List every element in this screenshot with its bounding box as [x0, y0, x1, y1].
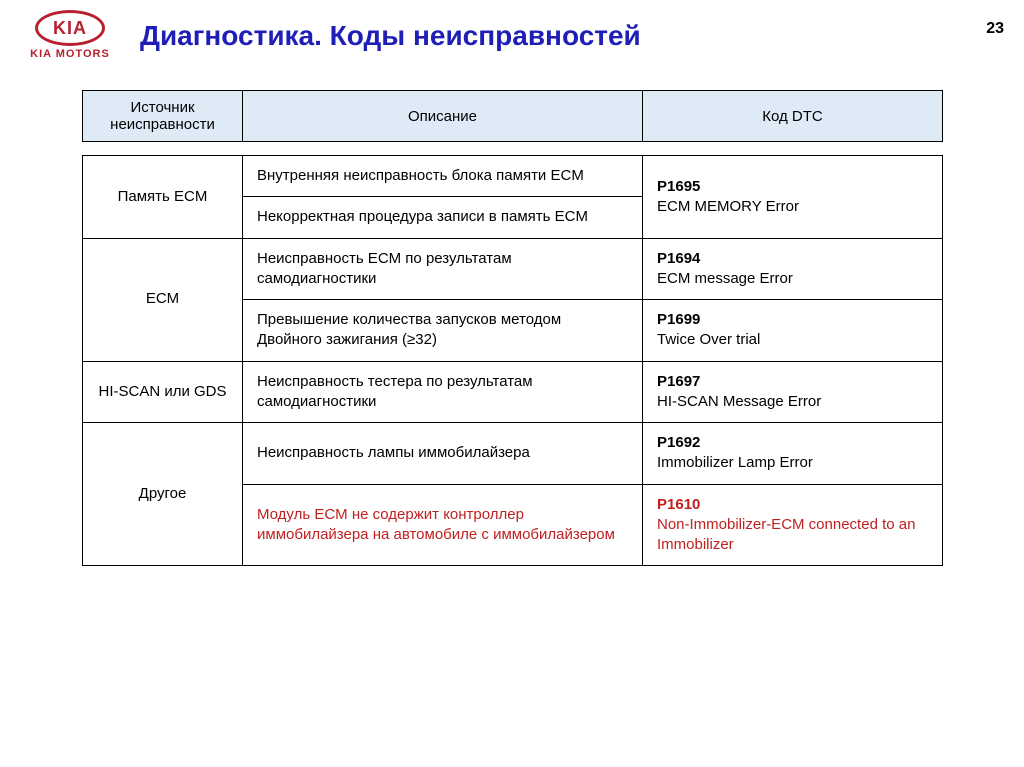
dtc-cell: P1699 Twice Over trial	[643, 300, 943, 362]
source-cell: ECM	[83, 238, 243, 361]
dtc-code: P1692	[657, 434, 700, 451]
dtc-cell: P1694 ECM message Error	[643, 238, 943, 300]
dtc-code: P1610	[657, 496, 700, 513]
table-row: HI-SCAN или GDS Неисправность тестера по…	[83, 361, 943, 423]
desc-cell: Превышение количества запусков методом Д…	[243, 300, 643, 362]
kia-logo-oval: KIA	[35, 10, 105, 46]
dtc-cell: P1610 Non-Immobilizer-ECM connected to a…	[643, 484, 943, 566]
dtc-table-container: Источник неисправности Описание Код DTC …	[82, 90, 942, 566]
col-source: Источник неисправности	[83, 91, 243, 142]
page-number: 23	[986, 20, 1004, 38]
dtc-cell: P1697 HI-SCAN Message Error	[643, 361, 943, 423]
col-dtc: Код DTC	[643, 91, 943, 142]
dtc-table-head: Источник неисправности Описание Код DTC	[83, 91, 943, 142]
table-row: Другое Неисправность лампы иммобилайзера…	[83, 423, 943, 485]
dtc-label: Immobilizer Lamp Error	[657, 454, 813, 471]
slide-header: KIA KIA MOTORS Диагностика. Коды неиспра…	[0, 0, 1024, 60]
desc-cell: Неисправность тестера по результатам сам…	[243, 361, 643, 423]
kia-logo: KIA KIA MOTORS	[20, 10, 120, 60]
dtc-table: Источник неисправности Описание Код DTC …	[82, 90, 943, 566]
dtc-label: Twice Over trial	[657, 331, 760, 348]
dtc-label: HI-SCAN Message Error	[657, 393, 821, 410]
dtc-label: ECM message Error	[657, 270, 793, 287]
dtc-code: P1694	[657, 250, 700, 267]
table-row: Память ECM Внутренняя неисправность блок…	[83, 156, 943, 197]
dtc-table-body: Память ECM Внутренняя неисправность блок…	[83, 142, 943, 566]
dtc-code: P1697	[657, 373, 700, 390]
dtc-label: Non-Immobilizer-ECM connected to an Immo…	[657, 516, 915, 553]
kia-logo-text: KIA MOTORS	[30, 48, 110, 60]
desc-cell: Некорректная процедура записи в память E…	[243, 197, 643, 238]
desc-cell: Внутренняя неисправность блока памяти EC…	[243, 156, 643, 197]
dtc-code: P1699	[657, 311, 700, 328]
source-cell: HI-SCAN или GDS	[83, 361, 243, 423]
col-desc: Описание	[243, 91, 643, 142]
dtc-cell: P1695 ECM MEMORY Error	[643, 156, 943, 239]
page-title: Диагностика. Коды неисправностей	[140, 20, 986, 52]
source-cell: Память ECM	[83, 156, 243, 239]
table-row: ECM Неисправность ECM по результатам сам…	[83, 238, 943, 300]
desc-cell: Неисправность лампы иммобилайзера	[243, 423, 643, 485]
desc-cell: Модуль ECM не содержит контроллер иммоби…	[243, 484, 643, 566]
dtc-cell: P1692 Immobilizer Lamp Error	[643, 423, 943, 485]
desc-cell: Неисправность ECM по результатам самодиа…	[243, 238, 643, 300]
dtc-label: ECM MEMORY Error	[657, 198, 799, 215]
dtc-code: P1695	[657, 178, 700, 195]
source-cell: Другое	[83, 423, 243, 566]
